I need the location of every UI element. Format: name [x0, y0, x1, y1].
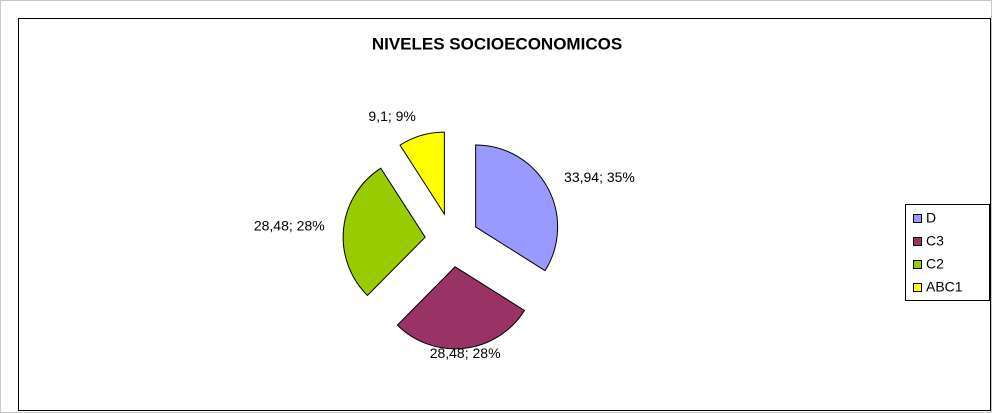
data-label: 28,48; 28% [430, 345, 501, 361]
pie-slice [396, 266, 526, 350]
legend-swatch [913, 237, 922, 246]
chart-title: NIVELES SOCIOECONOMICOS [372, 34, 622, 53]
pie-slice [399, 131, 445, 216]
legend-label: ABC1 [926, 279, 963, 295]
legend-label: C2 [926, 256, 944, 272]
legend-swatch [913, 260, 922, 269]
data-label: 33,94; 35% [564, 169, 635, 185]
pie-slice [475, 144, 559, 272]
pie-slice [342, 167, 426, 297]
data-label: 28,48; 28% [254, 217, 325, 233]
legend-swatch [913, 283, 922, 292]
legend-swatch [913, 214, 922, 223]
legend-label: D [926, 210, 936, 226]
data-label: 9,1; 9% [368, 108, 415, 124]
legend-label: C3 [926, 233, 944, 249]
